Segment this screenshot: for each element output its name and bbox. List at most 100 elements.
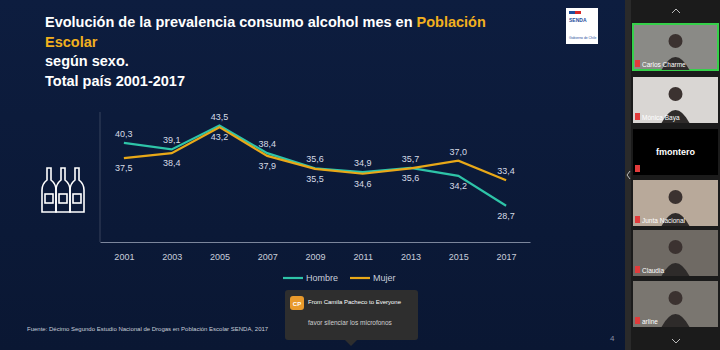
tile-body bbox=[662, 314, 690, 327]
x-tick: 2007 bbox=[258, 252, 278, 262]
bottle-label bbox=[45, 194, 53, 203]
data-label: 34,2 bbox=[450, 181, 468, 191]
x-tick-label: 2009 bbox=[305, 252, 325, 262]
x-tick-label: 2003 bbox=[162, 252, 182, 262]
participant-tile: Junta Nacional bbox=[633, 180, 718, 226]
data-label: 28,7 bbox=[497, 211, 515, 221]
data-label: 35,7 bbox=[402, 154, 420, 164]
participant-name: fmontero bbox=[656, 147, 695, 157]
logo: SENDAGobierno de Chile bbox=[566, 8, 598, 44]
data-label: 35,6 bbox=[306, 154, 324, 164]
title-line: según sexo. bbox=[45, 53, 129, 69]
x-tick-label: 2015 bbox=[449, 252, 469, 262]
x-tick: 2001 bbox=[114, 252, 134, 262]
panel-strip bbox=[625, 0, 631, 350]
legend-label: Hombre bbox=[306, 273, 338, 283]
data-labels: 40,339,143,538,435,634,935,734,228,737,5… bbox=[115, 112, 515, 221]
title-word: de bbox=[118, 14, 139, 30]
chat-popup: CPFrom Camila Pacheco to Everyonefavor s… bbox=[285, 290, 418, 346]
tile-frame bbox=[633, 24, 718, 70]
mic-muted bbox=[635, 113, 640, 120]
bottle-label bbox=[73, 194, 81, 203]
legend-swatch bbox=[350, 277, 370, 279]
x-tick: 2015 bbox=[449, 252, 469, 262]
data-label: 38,4 bbox=[258, 139, 276, 149]
data-label: 35,5 bbox=[306, 174, 324, 184]
bottles-icon bbox=[42, 168, 84, 212]
x-axis: 200120032005200720092011201320152017 bbox=[101, 243, 531, 263]
participant-name: Claudia bbox=[642, 267, 664, 274]
legend-swatch bbox=[283, 277, 303, 279]
title-word: alcohol bbox=[308, 14, 363, 30]
scroll-down bbox=[672, 339, 680, 343]
title-word: Evolución bbox=[45, 14, 118, 30]
title-highlight: Población bbox=[417, 14, 486, 30]
chat-avatar bbox=[290, 296, 304, 310]
title-word: consumo bbox=[239, 14, 307, 30]
tile-head bbox=[669, 291, 683, 305]
mic-muted bbox=[635, 216, 640, 223]
bottle-label bbox=[59, 194, 67, 203]
tile-frame bbox=[633, 281, 718, 327]
data-label: 34,6 bbox=[354, 179, 372, 189]
title-line: Evolución de la prevalencia consumo alco… bbox=[45, 14, 486, 30]
scroll-up bbox=[672, 9, 680, 13]
title-line: Escolar bbox=[45, 34, 98, 50]
x-tick: 2017 bbox=[497, 252, 517, 262]
data-label: 38,4 bbox=[163, 158, 181, 168]
data-label: 43,5 bbox=[211, 112, 229, 122]
x-tick: 2009 bbox=[305, 252, 325, 262]
title-highlight: Escolar bbox=[45, 34, 98, 50]
collapse-arrow bbox=[627, 171, 630, 179]
slide-background bbox=[0, 0, 625, 350]
participant-name: Carlos Charme bbox=[642, 61, 686, 68]
participant-tile: fmontero bbox=[633, 129, 718, 175]
data-label: 39,1 bbox=[163, 135, 181, 145]
mic-muted bbox=[635, 60, 640, 67]
participant-name: Junta Nacional bbox=[642, 217, 686, 224]
series-line bbox=[124, 126, 506, 206]
title-word: mes bbox=[363, 14, 396, 30]
tile-body bbox=[662, 263, 690, 276]
participant-tile: Carlos Charme bbox=[633, 24, 718, 70]
tile-frame bbox=[633, 180, 718, 226]
bottle bbox=[70, 168, 84, 212]
mic-muted bbox=[635, 266, 640, 273]
data-label: 37,9 bbox=[258, 161, 276, 171]
x-tick: 2003 bbox=[162, 252, 182, 262]
tile-head bbox=[669, 34, 683, 48]
x-tick: 2005 bbox=[210, 252, 230, 262]
data-label: 33,4 bbox=[497, 166, 515, 176]
bottle bbox=[42, 168, 56, 212]
legend-label: Mujer bbox=[373, 273, 396, 283]
logo-text: SENDA bbox=[569, 17, 587, 23]
subtitle: Total país 2001-2017 bbox=[45, 73, 185, 89]
x-tick-label: 2001 bbox=[114, 252, 134, 262]
panel-background bbox=[625, 0, 720, 350]
data-label: 37,5 bbox=[115, 163, 133, 173]
tile-head bbox=[669, 190, 683, 204]
participant-tile: arline bbox=[633, 281, 718, 327]
chat-message: favor silenciar los microfonos bbox=[308, 319, 393, 326]
data-label: 37,0 bbox=[450, 147, 468, 157]
source: Fuente: Décimo Segundo Estudio Nacional … bbox=[27, 326, 269, 332]
logo-flag bbox=[569, 11, 575, 14]
legend: Hombre Mujer bbox=[283, 273, 396, 283]
title-word: en bbox=[396, 14, 417, 30]
title-word: según bbox=[45, 53, 92, 69]
title-word: prevalencia bbox=[155, 14, 239, 30]
screen: Evolución de la prevalencia consumo alco… bbox=[0, 0, 720, 350]
plot-area bbox=[124, 126, 506, 206]
page-number: 4 bbox=[610, 334, 615, 343]
tile-frame bbox=[633, 129, 718, 175]
y-axis-line bbox=[100, 112, 101, 242]
tile-frame bbox=[633, 77, 718, 123]
x-tick-label: 2007 bbox=[258, 252, 278, 262]
tile-frame bbox=[633, 230, 718, 276]
data-label: 43,2 bbox=[211, 132, 229, 142]
series-line bbox=[124, 127, 506, 180]
x-tick: 2011 bbox=[354, 252, 373, 262]
mic-muted bbox=[635, 317, 640, 324]
x-axis-line bbox=[101, 242, 531, 243]
chat-box bbox=[285, 290, 418, 340]
